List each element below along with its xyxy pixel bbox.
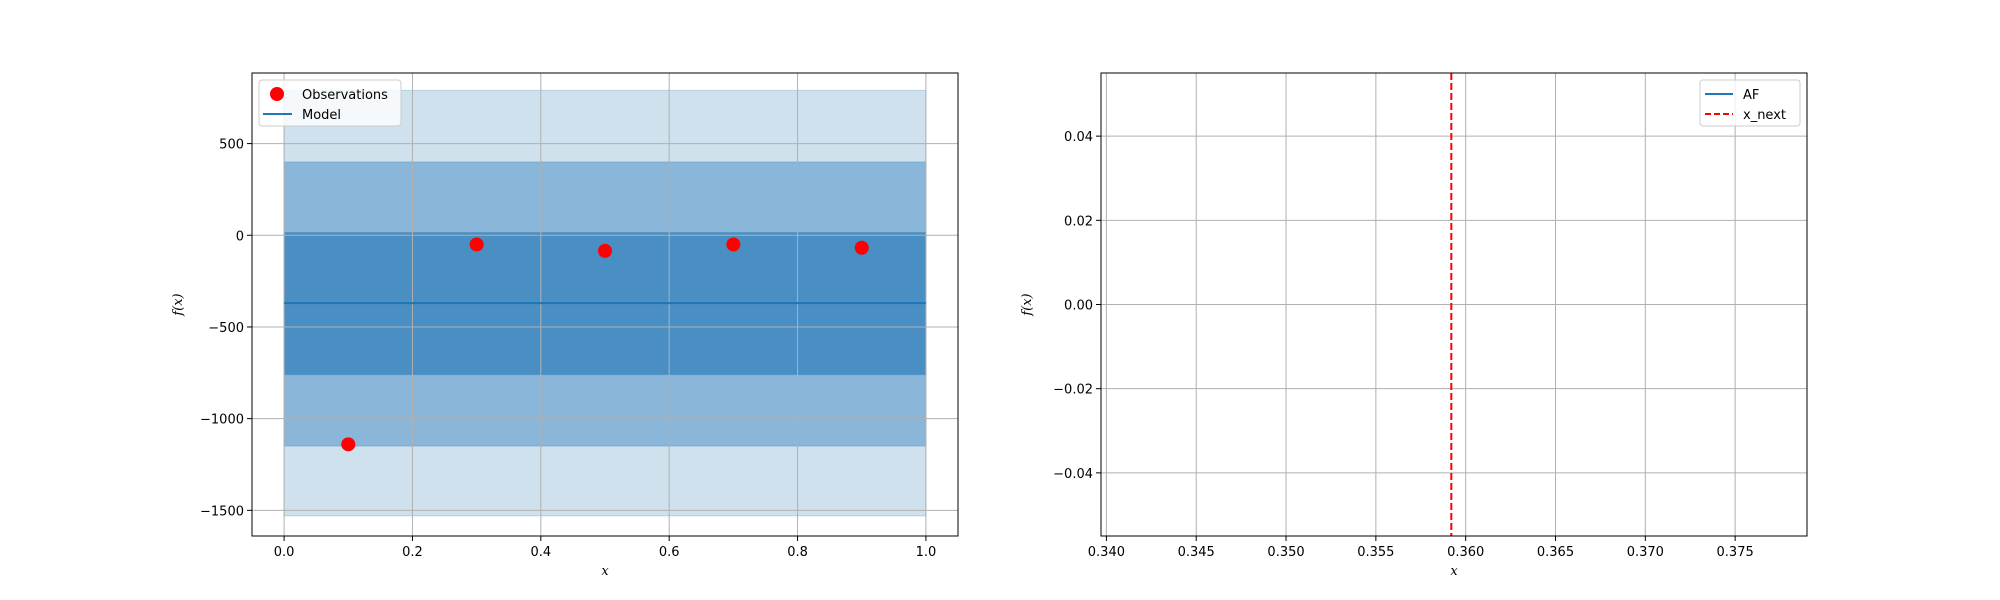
x-tick-label: 0.375	[1717, 545, 1754, 560]
legend-observations-label: Observations	[302, 88, 388, 103]
y-axis-label: f(x)	[171, 293, 186, 316]
series-layer	[284, 237, 926, 452]
legend-model-label: Model	[302, 108, 341, 123]
legend: AF x_next	[1699, 79, 1801, 127]
x-tick-label: 0.0	[274, 545, 295, 560]
x-tick-label: 0.355	[1357, 545, 1394, 560]
observation-point	[469, 237, 484, 252]
x-tick-label: 0.6	[659, 545, 680, 560]
y-tick-label: −500	[208, 321, 244, 336]
acquisition-function-chart: 0.340 0.345 0.350 0.355 0.360 0.365 0.370 0.375…	[1020, 72, 1808, 579]
legend: Observations Model	[258, 79, 402, 127]
grid-lines	[252, 73, 958, 536]
x-axis-ticks: 0.340 0.345 0.350 0.355 0.360 0.365 0.370 0.375	[1088, 536, 1754, 560]
x-axis-ticks: 0.0 0.2 0.4 0.6 0.8 1.0	[274, 536, 937, 560]
x-axis-label: x	[1450, 564, 1458, 579]
x-tick-label: 0.8	[787, 545, 808, 560]
y-tick-label: −1000	[200, 413, 244, 428]
x-tick-label: 1.0	[916, 545, 937, 560]
y-axis-ticks: 500 0 −500 −1000 −1500	[200, 138, 252, 519]
x-tick-label: 0.360	[1447, 545, 1484, 560]
legend-observations-marker	[270, 87, 284, 101]
x-tick-label: 0.370	[1627, 545, 1664, 560]
observation-point	[726, 237, 741, 252]
x-tick-label: 0.350	[1267, 545, 1304, 560]
legend-box	[258, 79, 402, 127]
y-tick-label: 0.04	[1064, 130, 1093, 145]
x-tick-label: 0.340	[1088, 545, 1125, 560]
legend-x-next-label: x_next	[1743, 108, 1786, 123]
observation-point	[854, 240, 869, 255]
y-tick-label: 0.02	[1064, 214, 1093, 229]
x-axis-label: x	[601, 564, 609, 579]
y-tick-label: 0.00	[1064, 299, 1093, 314]
y-tick-label: 0	[236, 229, 244, 244]
legend-af-label: AF	[1743, 88, 1759, 103]
plot-frame	[251, 72, 959, 537]
x-tick-label: 0.345	[1178, 545, 1215, 560]
y-tick-label: −0.04	[1053, 467, 1093, 482]
grid-lines	[1101, 73, 1807, 536]
y-tick-label: 500	[219, 138, 244, 153]
y-tick-label: −0.02	[1053, 383, 1093, 398]
y-tick-label: −1500	[200, 504, 244, 519]
y-axis-ticks: 0.04 0.02 0.00 −0.02 −0.04	[1053, 130, 1101, 482]
x-tick-label: 0.2	[402, 545, 423, 560]
x-tick-label: 0.4	[530, 545, 551, 560]
x-tick-label: 0.365	[1537, 545, 1574, 560]
observation-point	[598, 243, 612, 258]
y-axis-label: f(x)	[1020, 293, 1035, 316]
observation-point	[341, 437, 356, 452]
